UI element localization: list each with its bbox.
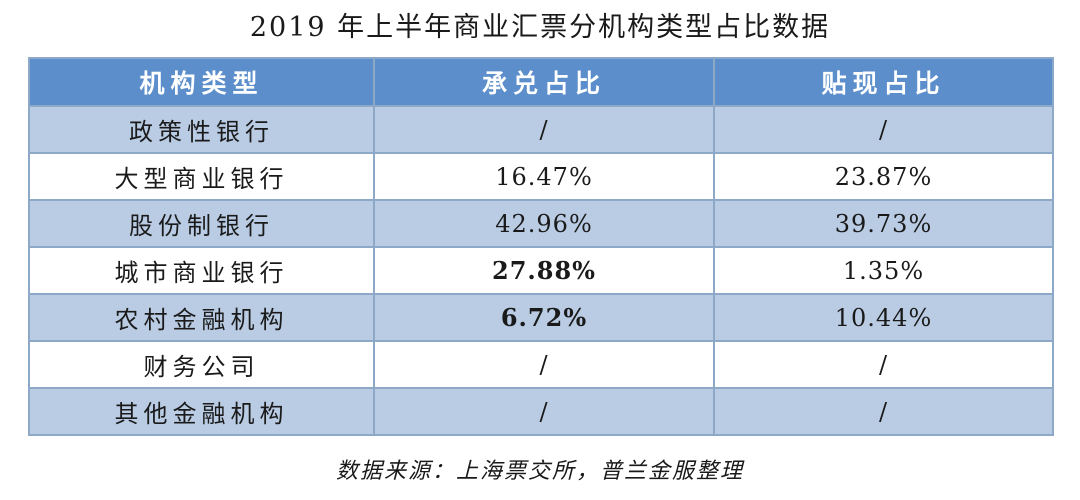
cell-type: 农村金融机构 (28, 293, 375, 342)
column-header-type: 机构类型 (28, 57, 375, 107)
cell-discount: / (713, 105, 1054, 154)
table-header-row: 机构类型 承兑占比 贴现占比 (28, 57, 1054, 107)
cell-acceptance: / (373, 105, 715, 154)
cell-acceptance: 6.72% (373, 293, 715, 342)
column-header-discount: 贴现占比 (713, 57, 1054, 107)
table-row: 城市商业银行 27.88% 1.35% (28, 246, 1054, 295)
source-note: 数据来源：上海票交所，普兰金服整理 (335, 459, 744, 484)
cell-discount: 23.87% (713, 152, 1054, 201)
table-row: 其他金融机构 / / (28, 387, 1054, 436)
table-body: 政策性银行 / / 大型商业银行 16.47% 23.87% 股份制银行 42.… (28, 105, 1054, 436)
cell-type: 股份制银行 (28, 199, 375, 248)
cell-discount: 39.73% (713, 199, 1054, 248)
table-row: 股份制银行 42.96% 39.73% (28, 199, 1054, 248)
cell-type: 财务公司 (28, 340, 375, 389)
cell-type: 大型商业银行 (28, 152, 375, 201)
data-table: 机构类型 承兑占比 贴现占比 政策性银行 / / 大型商业银行 16.47% 2… (28, 57, 1054, 436)
cell-acceptance: 27.88% (373, 246, 715, 295)
cell-type: 政策性银行 (28, 105, 375, 154)
table-row: 农村金融机构 6.72% 10.44% (28, 293, 1054, 342)
table-header: 机构类型 承兑占比 贴现占比 (28, 57, 1054, 107)
column-header-acceptance: 承兑占比 (373, 57, 715, 107)
cell-discount: 10.44% (713, 293, 1054, 342)
page-title: 2019 年上半年商业汇票分机构类型占比数据 (249, 12, 831, 43)
table-row: 大型商业银行 16.47% 23.87% (28, 152, 1054, 201)
cell-acceptance: / (373, 387, 715, 436)
data-table-container: 机构类型 承兑占比 贴现占比 政策性银行 / / 大型商业银行 16.47% 2… (28, 57, 1054, 436)
table-row: 财务公司 / / (28, 340, 1054, 389)
cell-discount: / (713, 387, 1054, 436)
cell-discount: 1.35% (713, 246, 1054, 295)
cell-type: 其他金融机构 (28, 387, 375, 436)
cell-acceptance: 42.96% (373, 199, 715, 248)
table-row: 政策性银行 / / (28, 105, 1054, 154)
cell-acceptance: 16.47% (373, 152, 715, 201)
cell-type: 城市商业银行 (28, 246, 375, 295)
cell-acceptance: / (373, 340, 715, 389)
cell-discount: / (713, 340, 1054, 389)
